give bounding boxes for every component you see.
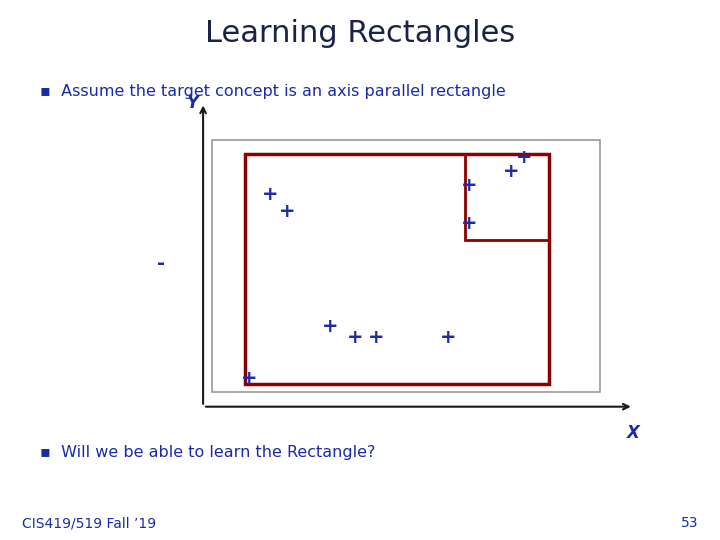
Text: ▪  Assume the target concept is an axis parallel rectangle: ▪ Assume the target concept is an axis p…: [40, 84, 505, 99]
Bar: [246, 154, 549, 384]
Text: ▪  Will we be able to learn the Rectangle?: ▪ Will we be able to learn the Rectangle…: [40, 446, 375, 461]
Text: +: +: [262, 185, 279, 204]
Text: +: +: [321, 317, 338, 336]
Text: -: -: [157, 254, 165, 273]
Bar: [212, 140, 600, 393]
Text: +: +: [368, 328, 384, 347]
Text: +: +: [461, 214, 477, 233]
Text: +: +: [241, 368, 258, 388]
Text: +: +: [347, 328, 364, 347]
Text: 53: 53: [681, 516, 698, 530]
Text: +: +: [516, 147, 532, 167]
Text: +: +: [461, 176, 477, 195]
Text: Learning Rectangles: Learning Rectangles: [205, 19, 515, 48]
Text: CIS419/519 Fall ’19: CIS419/519 Fall ’19: [22, 516, 156, 530]
Text: +: +: [279, 202, 296, 221]
Text: Y: Y: [187, 93, 199, 112]
Bar: [465, 154, 549, 240]
Text: X: X: [627, 424, 640, 442]
Text: +: +: [440, 328, 456, 347]
Text: +: +: [503, 162, 519, 181]
